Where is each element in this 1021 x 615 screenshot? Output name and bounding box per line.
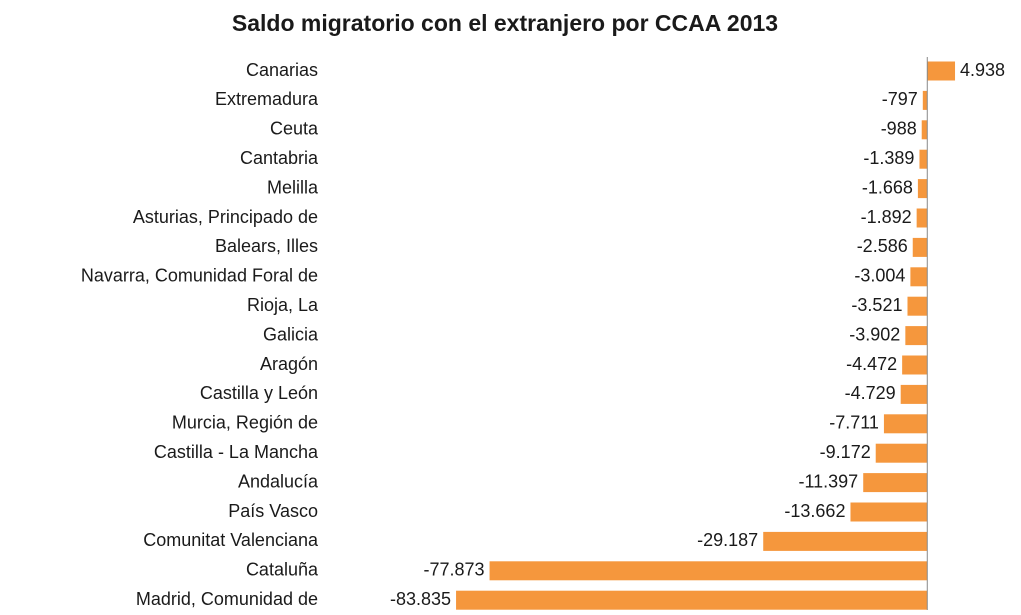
bar [902, 355, 928, 375]
bar [489, 561, 928, 581]
bar [863, 473, 928, 493]
bar [917, 179, 928, 199]
category-label: Balears, Illes [215, 236, 318, 256]
bar [763, 531, 928, 551]
value-label: -9.172 [820, 442, 871, 462]
bar [927, 61, 956, 81]
bar [905, 326, 928, 346]
value-label: -4.472 [846, 354, 897, 374]
category-label: Canarias [246, 60, 318, 80]
category-label: Andalucía [238, 471, 319, 491]
bar [912, 237, 928, 257]
bar [850, 502, 928, 522]
category-label: Castilla - La Mancha [154, 442, 319, 462]
category-label: Cataluña [246, 560, 319, 580]
value-label: -1.389 [863, 148, 914, 168]
category-label: Extremadura [215, 89, 319, 109]
chart-title: Saldo migratorio con el extranjero por C… [232, 10, 778, 36]
category-label: Murcia, Región de [172, 413, 318, 433]
bar [916, 208, 928, 228]
value-label: -2.586 [857, 236, 908, 256]
value-label: -7.711 [829, 413, 879, 433]
category-label: Melilla [267, 177, 319, 197]
value-label: -1.892 [861, 207, 912, 227]
value-label: -1.668 [862, 177, 913, 197]
category-label: Comunitat Valenciana [143, 530, 319, 550]
category-label: Cantabria [240, 148, 319, 168]
category-label: Madrid, Comunidad de [136, 589, 318, 609]
bar [919, 149, 928, 169]
value-label: -13.662 [784, 501, 845, 521]
value-label: -797 [882, 89, 918, 109]
bar [907, 296, 928, 316]
value-label: -83.835 [390, 589, 451, 609]
value-label: -77.873 [423, 560, 484, 580]
bar [900, 384, 928, 404]
category-label: Aragón [260, 354, 318, 374]
bar [910, 267, 928, 287]
bar [922, 90, 928, 110]
category-label: Ceuta [270, 119, 319, 139]
value-label: -3.004 [854, 266, 905, 286]
category-label: Asturias, Principado de [133, 207, 318, 227]
category-label: País Vasco [228, 501, 318, 521]
value-label: -11.397 [798, 471, 858, 491]
value-label: -988 [881, 119, 917, 139]
value-label: -29.187 [697, 530, 758, 550]
value-label: -3.902 [849, 324, 900, 344]
value-label: 4.938 [960, 60, 1005, 80]
bar [456, 590, 928, 610]
category-label: Galicia [263, 324, 319, 344]
value-label: -3.521 [851, 295, 902, 315]
value-label: -4.729 [845, 383, 896, 403]
category-label: Navarra, Comunidad Foral de [81, 266, 318, 286]
bar [875, 443, 928, 463]
category-label: Rioja, La [247, 295, 319, 315]
bar [921, 120, 928, 140]
category-label: Castilla y León [200, 383, 318, 403]
bar [883, 414, 928, 434]
